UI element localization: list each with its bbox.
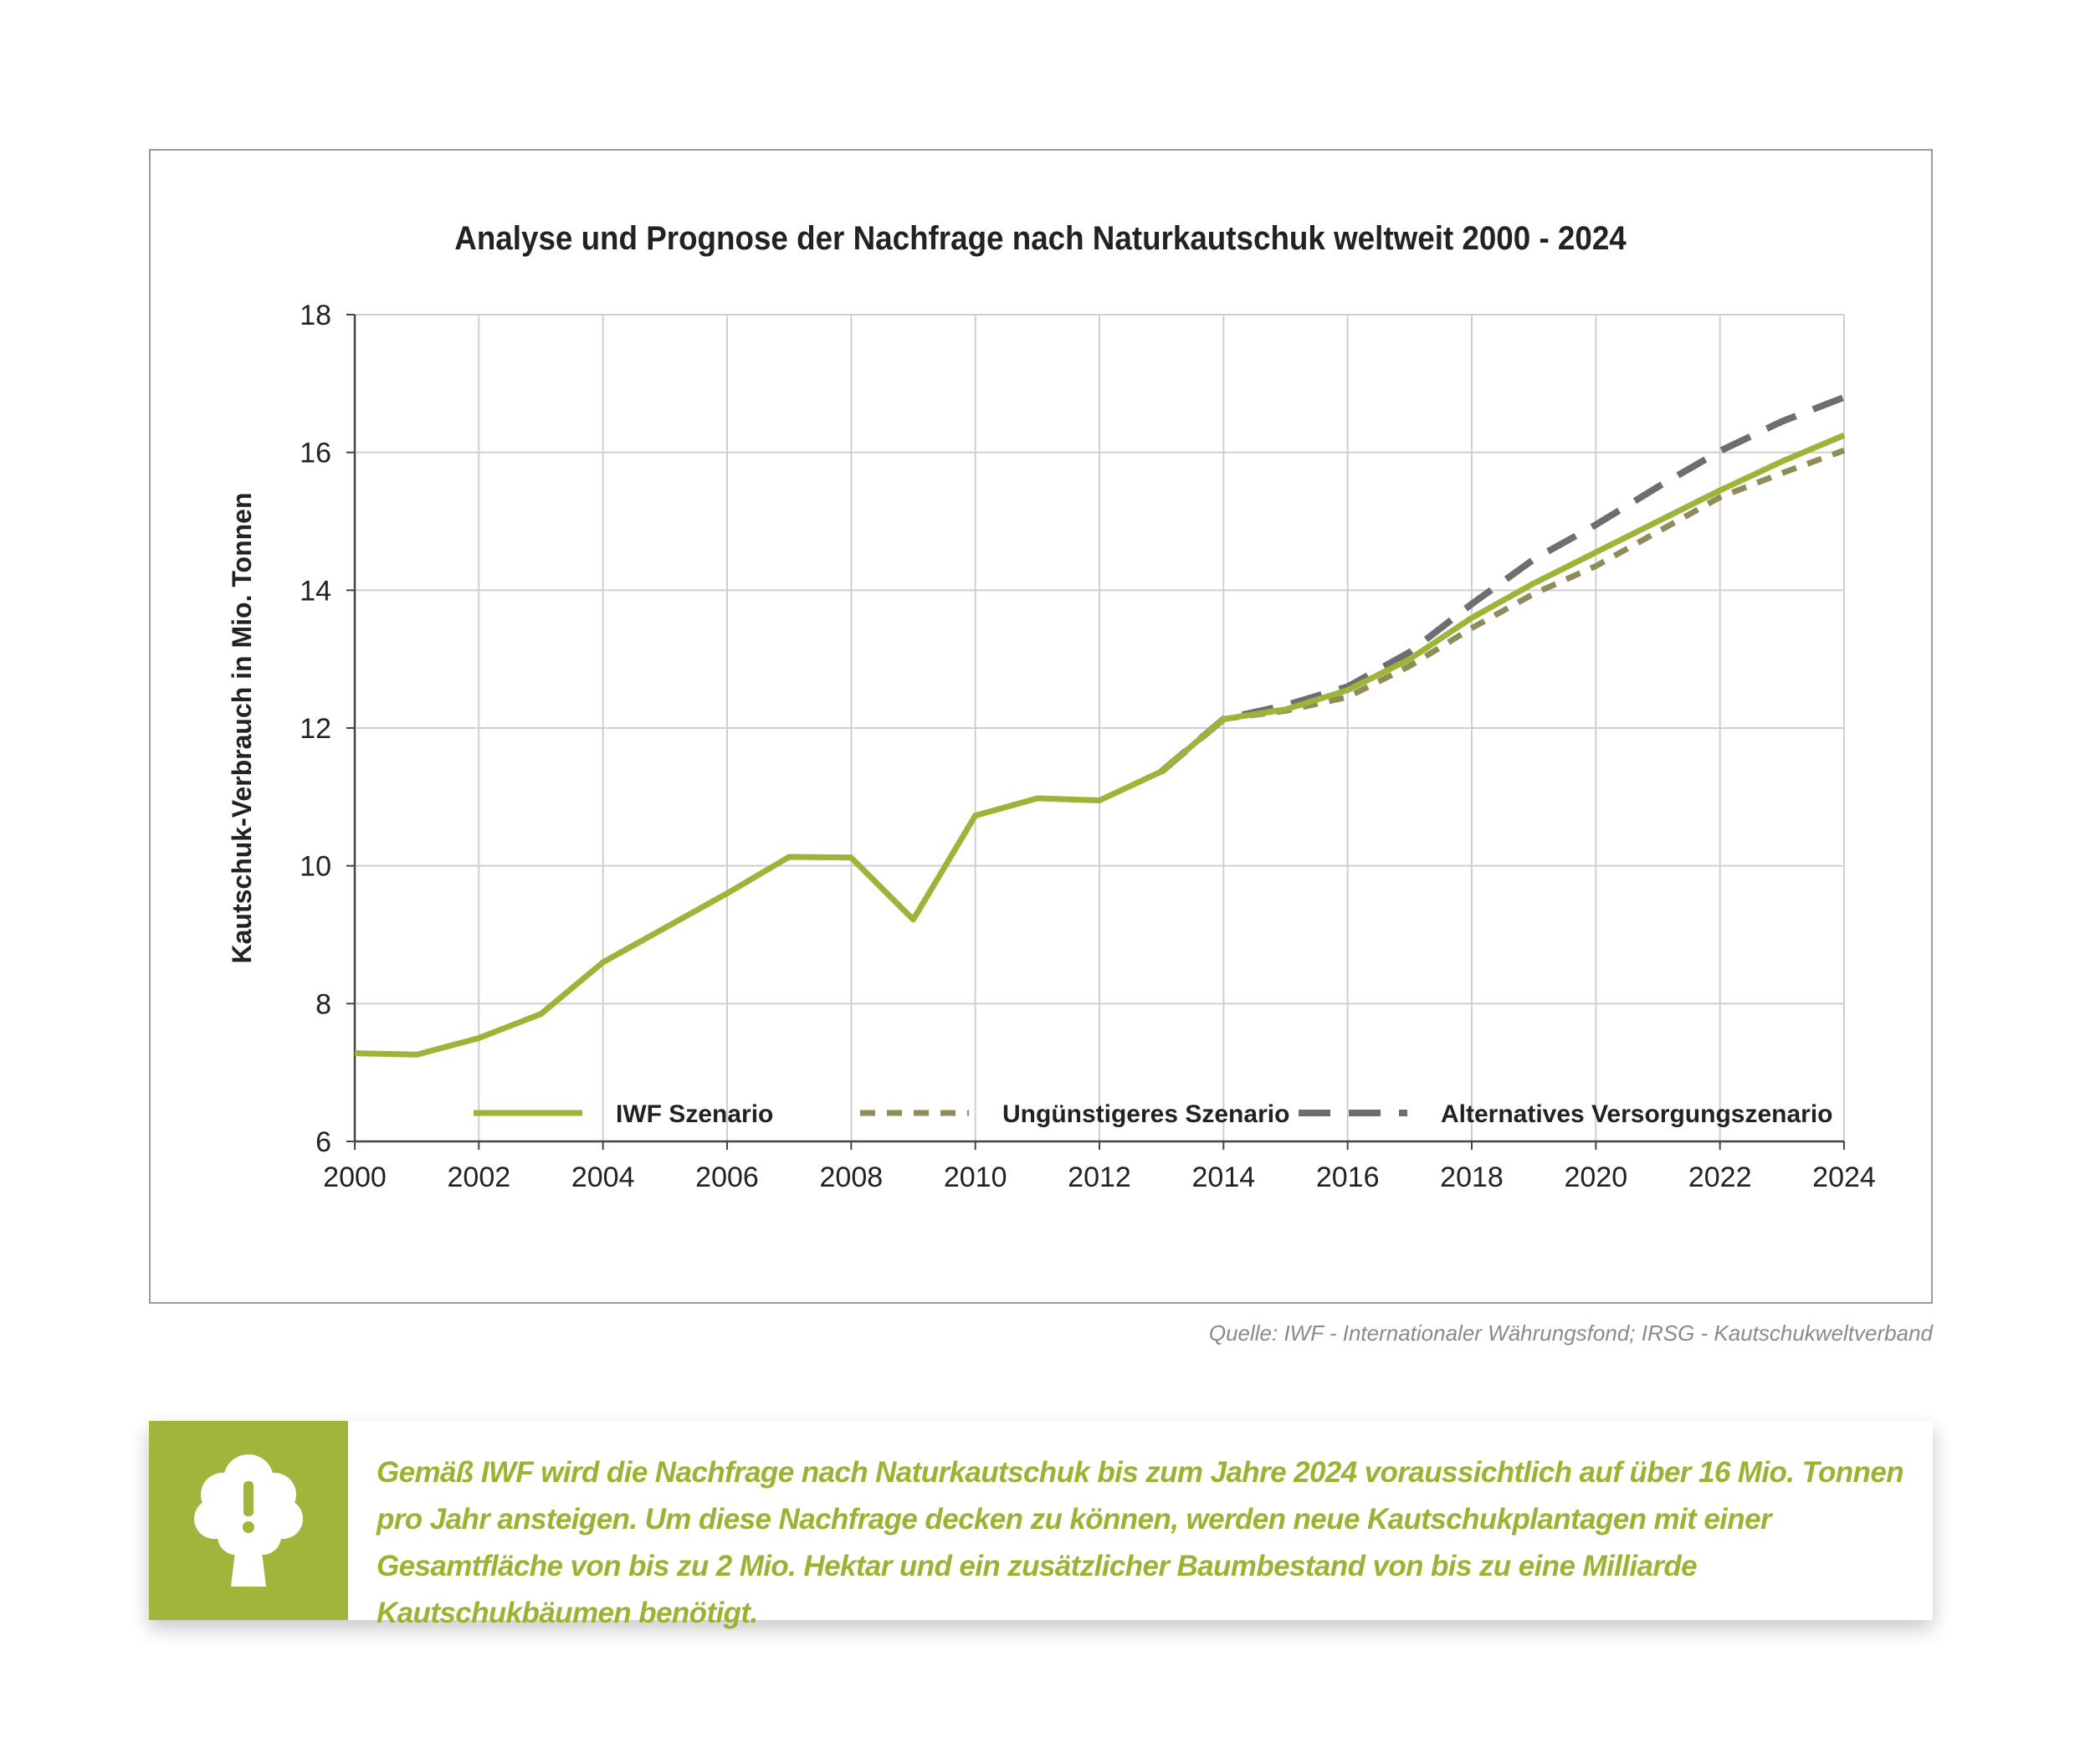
- x-tick-label: 2008: [820, 1161, 884, 1193]
- series-line-0: [354, 432, 1846, 1058]
- series-line-1: [1222, 447, 1846, 722]
- chart-frame: Analyse und Prognose der Nachfrage nach …: [149, 149, 1933, 1304]
- info-box: Gemäß IWF wird die Nachfrage nach Naturk…: [149, 1421, 1933, 1629]
- y-tick-label: 16: [300, 438, 331, 469]
- x-tick-label: 2022: [1688, 1161, 1752, 1193]
- chart-title: Analyse und Prognose der Nachfrage nach …: [454, 220, 1627, 258]
- y-axis-label: Kautschuk-Verbrauch in Mio. Tonnen: [227, 492, 257, 963]
- y-tick-label: 10: [300, 851, 331, 883]
- legend: IWF Szenario Ungünstigeres Szenario Altern…: [474, 1100, 1833, 1128]
- x-tick-label: 2004: [571, 1161, 635, 1193]
- x-tick-label: 2024: [1812, 1161, 1876, 1193]
- x-tick-label: 2012: [1068, 1161, 1131, 1193]
- y-tick-label: 12: [300, 713, 331, 745]
- legend-label-2: Alternatives Versorgungszenario: [1441, 1100, 1833, 1128]
- y-tick-label: 14: [300, 575, 331, 607]
- legend-label-1: Ungünstigeres Szenario: [1002, 1100, 1289, 1128]
- grid: [355, 314, 1845, 1141]
- line-chart: Analyse und Prognose der Nachfrage nach …: [227, 220, 1876, 1193]
- info-icon-panel: [149, 1421, 348, 1620]
- y-tick-label: 6: [315, 1126, 331, 1158]
- y-tick-label: 8: [315, 988, 331, 1020]
- x-tick-label: 2018: [1440, 1161, 1504, 1193]
- x-tick-label: 2000: [323, 1161, 387, 1193]
- y-tick-label: 18: [300, 300, 331, 331]
- x-tick-label: 2002: [448, 1161, 511, 1193]
- x-tick-label: 2014: [1192, 1161, 1256, 1193]
- x-tick-label: 2020: [1565, 1161, 1628, 1193]
- series-lines: [354, 394, 1846, 1058]
- x-tick-label: 2016: [1316, 1161, 1380, 1193]
- x-tick-label: 2006: [695, 1161, 759, 1193]
- tree-exclamation-icon: [194, 1454, 303, 1587]
- legend-label-0: IWF Szenario: [616, 1100, 773, 1128]
- x-tick-label: 2010: [944, 1161, 1007, 1193]
- source-note: Quelle: IWF - Internationaler Währungsfo…: [1208, 1320, 1933, 1346]
- series-line-2: [1159, 394, 1846, 774]
- info-text: Gemäß IWF wird die Nachfrage nach Naturk…: [377, 1456, 1904, 1629]
- axes: 2000 2002 2004 2006 2008 2010 2012 2014 2016 2018…: [300, 300, 1876, 1193]
